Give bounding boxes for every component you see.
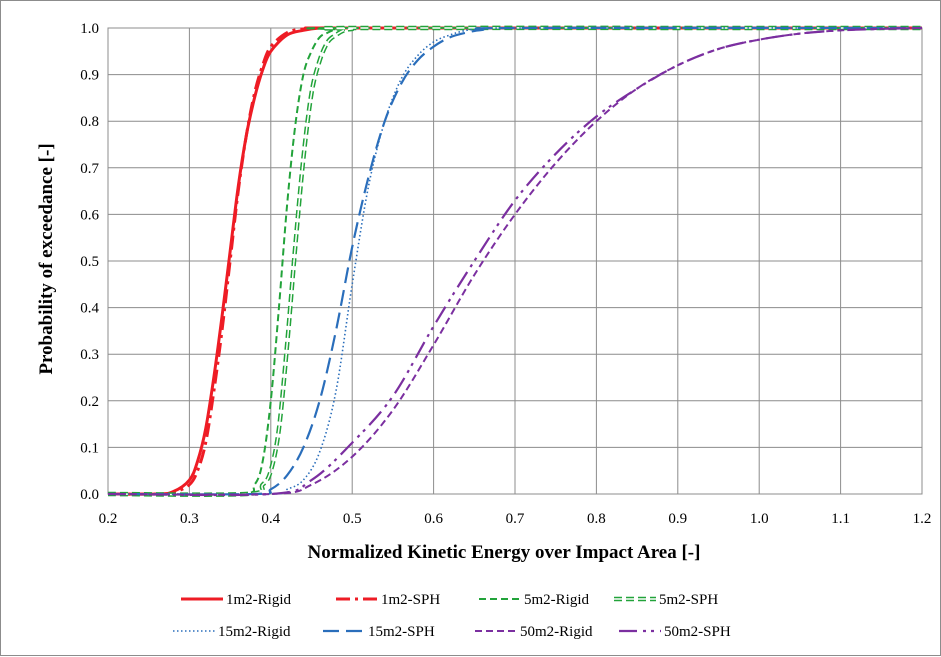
y-tick-label-5: 0.5 bbox=[80, 254, 99, 270]
x-tick-label-9: 1.1 bbox=[831, 511, 850, 527]
y-tick-label-10: 1.0 bbox=[80, 21, 99, 37]
y-tick-label-1: 0.1 bbox=[80, 440, 99, 456]
y-tick-label-3: 0.3 bbox=[80, 347, 99, 363]
x-tick-label-2: 0.4 bbox=[261, 511, 280, 527]
legend-label-6: 50m2-Rigid bbox=[520, 624, 593, 640]
series-line-3-inner bbox=[107, 27, 923, 496]
x-tick-label-3: 0.5 bbox=[343, 511, 362, 527]
legend-label-1: 1m2-SPH bbox=[381, 592, 440, 608]
y-axis-title: Probability of exceedance [-] bbox=[36, 143, 57, 374]
series-line-7 bbox=[107, 26, 923, 497]
x-tick-label-7: 0.9 bbox=[668, 511, 687, 527]
y-tick-label-2: 0.2 bbox=[80, 394, 99, 410]
y-tick-label-0: 0.0 bbox=[80, 487, 99, 503]
y-tick-label-4: 0.4 bbox=[80, 301, 99, 317]
legend-label-5: 15m2-SPH bbox=[368, 624, 435, 640]
y-tick-label-9: 0.9 bbox=[80, 68, 99, 84]
legend-label-7: 50m2-SPH bbox=[664, 624, 731, 640]
series-lines bbox=[107, 25, 923, 497]
x-tick-label-1: 0.3 bbox=[180, 511, 199, 527]
x-tick-label-0: 0.2 bbox=[99, 511, 118, 527]
x-tick-label-10: 1.2 bbox=[913, 511, 932, 527]
legend: 1m2-Rigid 1m2-SPH 5m2-Rigid 5m2-SPH 15m2-Rig… bbox=[173, 592, 731, 640]
legend-label-4: 15m2-Rigid bbox=[218, 624, 291, 640]
legend-label-2: 5m2-Rigid bbox=[524, 592, 590, 608]
x-axis-title: Normalized Kinetic Energy over Impact Ar… bbox=[308, 542, 701, 563]
legend-label-3: 5m2-SPH bbox=[659, 592, 718, 608]
y-tick-label-7: 0.7 bbox=[80, 161, 99, 177]
series-line-5 bbox=[107, 26, 923, 496]
legend-label-0: 1m2-Rigid bbox=[226, 592, 292, 608]
y-tick-label-8: 0.8 bbox=[80, 114, 99, 130]
x-tick-label-4: 0.6 bbox=[424, 511, 443, 527]
x-tick-label-8: 1.0 bbox=[750, 511, 769, 527]
y-tick-label-6: 0.6 bbox=[80, 207, 99, 223]
tick-labels: 0.2 0.3 0.4 0.5 0.6 0.7 0.8 0.9 1.0 1.1 1.2 0.0 0.1 0… bbox=[80, 21, 931, 527]
x-tick-label-6: 0.8 bbox=[587, 511, 606, 527]
x-tick-label-5: 0.7 bbox=[506, 511, 525, 527]
